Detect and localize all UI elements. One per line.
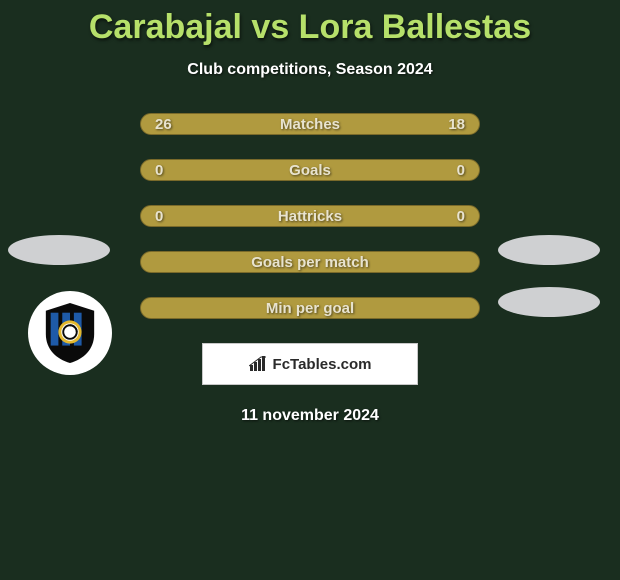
stat-right-value: 18: [448, 116, 465, 133]
stat-label: Hattricks: [141, 208, 479, 225]
player-left-avatar: [8, 235, 110, 265]
club-badge-icon: [41, 301, 99, 365]
subtitle: Club competitions, Season 2024: [0, 61, 620, 79]
stat-label: Goals: [141, 162, 479, 179]
player-right-avatar-1: [498, 235, 600, 265]
player-right-avatar-2: [498, 287, 600, 317]
stat-right-value: 0: [457, 208, 465, 225]
bar-chart-icon: [249, 356, 267, 372]
stat-row-min-per-goal: Min per goal: [140, 297, 480, 319]
stats-area: 26 Matches 18 0 Goals 0 0 Hattricks 0 Go…: [0, 113, 620, 425]
stat-left-value: 0: [155, 208, 163, 225]
stat-row-matches: 26 Matches 18: [140, 113, 480, 135]
date-label: 11 november 2024: [0, 407, 620, 425]
brand-box[interactable]: FcTables.com: [202, 343, 418, 385]
stat-right-value: 0: [457, 162, 465, 179]
brand-label: FcTables.com: [273, 356, 372, 373]
stat-row-hattricks: 0 Hattricks 0: [140, 205, 480, 227]
stat-label: Goals per match: [141, 254, 479, 271]
stat-row-goals: 0 Goals 0: [140, 159, 480, 181]
page-title: Carabajal vs Lora Ballestas: [0, 0, 620, 47]
stat-left-value: 26: [155, 116, 172, 133]
stat-row-goals-per-match: Goals per match: [140, 251, 480, 273]
club-badge: [28, 291, 112, 375]
stat-label: Min per goal: [141, 300, 479, 317]
stat-label: Matches: [141, 116, 479, 133]
stat-left-value: 0: [155, 162, 163, 179]
